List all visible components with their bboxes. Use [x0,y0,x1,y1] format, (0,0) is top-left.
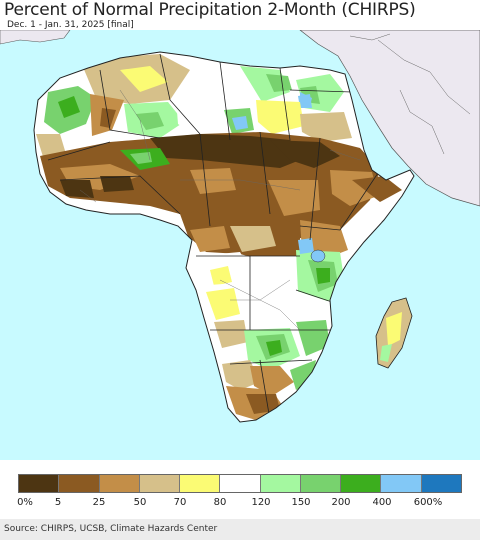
legend-swatch-9 [381,475,422,492]
legend-color-bar [18,474,462,493]
legend-label-4: 70 [173,497,187,508]
legend-swatch-7 [300,475,342,492]
legend-swatch-4 [180,475,221,492]
legend-swatch-2 [99,475,140,492]
africa-coastline [33,51,415,423]
map-title: Percent of Normal Precipitation 2-Month … [4,0,416,20]
legend-label-3: 50 [133,497,147,508]
legend-swatch-1 [59,475,100,492]
legend-label-2: 25 [92,497,106,508]
legend-label-10: 600% [413,497,443,508]
legend-swatch-0 [19,475,60,492]
legend-label-5: 80 [213,497,227,508]
footer-bar: Source: CHIRPS, UCSB, Climate Hazards Ce… [0,519,480,540]
legend-swatch-5 [220,475,261,492]
arabian-peninsula [299,30,480,207]
legend-label-7: 150 [291,497,311,508]
source-credit: Source: CHIRPS, UCSB, Climate Hazards Ce… [4,524,218,534]
europe-land [0,30,71,45]
legend-label-9: 400 [372,497,392,508]
legend-swatch-10 [421,475,461,492]
map-subtitle: Dec. 1 - Jan. 31, 2025 [final] [7,20,134,30]
legend-label-6: 120 [251,497,271,508]
legend-label-1: 5 [54,497,62,508]
precipitation-map [0,30,480,460]
africa-land [34,52,414,422]
legend-label-8: 200 [331,497,351,508]
legend-swatch-3 [139,475,181,492]
legend-swatch-8 [341,475,382,492]
legend-label-0: 0% [17,497,33,508]
lake-victoria [310,249,326,263]
lake-nasser [300,92,312,106]
legend-swatch-6 [260,475,301,492]
